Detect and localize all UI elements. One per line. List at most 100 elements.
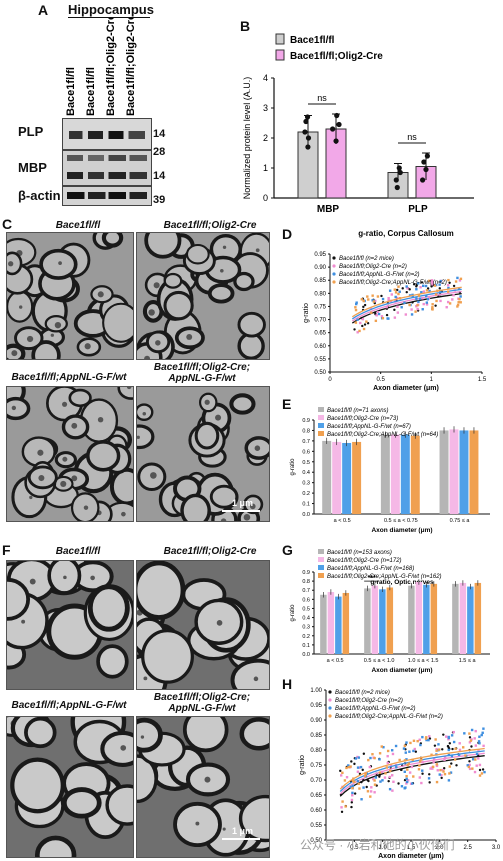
bars-sig-label: *** — [368, 575, 376, 582]
bars-legend-swatch — [318, 557, 324, 562]
bars-bar — [379, 589, 386, 654]
actin-label: β-actin — [18, 188, 61, 203]
scatter-ytick-label: 0.75 — [310, 763, 322, 769]
axon — [109, 467, 133, 506]
f-caption-2: Bace1fl/fl;Olig2-Cre — [163, 546, 257, 557]
scatter-point — [448, 302, 452, 305]
organelle — [38, 475, 45, 482]
scatter-point — [430, 279, 434, 282]
scatter-point — [441, 748, 444, 751]
scatter-ytick-label: 0.50 — [310, 838, 322, 844]
scatter-point — [457, 287, 461, 290]
scatter-point — [386, 761, 389, 765]
scatter-point — [447, 735, 450, 739]
scale-bar-c-label: 1 μm — [232, 498, 254, 508]
scatter-xlabel: Axon diameter (μm) — [373, 385, 439, 392]
bars-ytick-label: 0.6 — [302, 449, 310, 455]
scatter-point — [451, 298, 454, 301]
b-point — [303, 118, 309, 125]
scatter-point — [468, 736, 472, 739]
scatter-point — [462, 746, 465, 749]
organelle — [148, 309, 155, 316]
scatter-point — [353, 762, 356, 766]
scatter-point — [442, 767, 446, 770]
bars-ytick-label: 0.7 — [302, 439, 310, 445]
scatter-point — [419, 286, 422, 289]
watermark-text: 公众号 · 小岩和他的小伙伴们 — [300, 838, 455, 852]
em-c3 — [6, 386, 134, 522]
scatter-point — [407, 762, 411, 765]
marker-39: 39 — [153, 194, 166, 206]
scatter-fit-line — [339, 750, 485, 792]
scatter-xtick-label: 0.5 — [376, 377, 385, 383]
scatter-xlabel: Axon diameter (μm) — [378, 853, 444, 860]
scatter-point — [398, 290, 401, 293]
scatter-point — [400, 306, 403, 309]
organelle — [26, 335, 34, 343]
axon — [144, 233, 182, 259]
scatter-point — [366, 295, 369, 298]
scatter-point — [466, 764, 469, 767]
scatter-point — [359, 765, 363, 769]
organelle — [140, 735, 145, 739]
organelle — [121, 511, 126, 517]
organelle — [62, 456, 68, 462]
scatter-point — [448, 281, 451, 285]
scatter-point — [408, 303, 411, 307]
bars-xtick-label: 0.5 ≤ a < 1.0 — [364, 658, 395, 664]
scatter-ytick-label: 0.85 — [314, 278, 326, 284]
scatter-point — [345, 766, 348, 770]
organelle — [29, 578, 36, 585]
scatter-point — [439, 279, 442, 283]
scatter-point — [452, 730, 455, 734]
scatter-point — [397, 782, 400, 785]
scatter-point — [431, 303, 434, 306]
axon — [101, 233, 124, 248]
organelle — [243, 514, 251, 521]
scatter-point — [428, 781, 431, 784]
scatter-point — [416, 303, 419, 307]
axon — [39, 248, 78, 280]
b-point — [424, 153, 430, 159]
scatter-point — [388, 289, 392, 292]
scatter-point — [434, 304, 437, 307]
b-point — [304, 114, 311, 120]
scatter-point — [412, 739, 416, 743]
bars-ytick-label: 0.9 — [302, 418, 310, 424]
scatter-point — [404, 313, 408, 316]
scatter-legend-marker — [328, 690, 332, 694]
axon — [137, 717, 163, 753]
scatter-legend-label: Bace1fl/fl;Olig2-Cre (n=2) — [339, 264, 407, 270]
bars-bar — [390, 434, 400, 514]
scatter-point — [473, 737, 476, 740]
scatter-legend-marker — [332, 256, 336, 260]
scatter-point — [434, 738, 437, 741]
scatter-point — [478, 735, 481, 738]
scatter-point — [430, 280, 434, 284]
scatter-point — [418, 738, 421, 741]
scatter-point — [445, 735, 448, 738]
scatter-point — [390, 293, 394, 296]
bars-bar — [408, 585, 415, 654]
organelle — [222, 245, 227, 249]
em-texture — [137, 717, 269, 857]
c-caption-1: Bace1fl/fl — [55, 220, 101, 231]
scatter-point — [451, 747, 454, 751]
scatter-point — [409, 741, 412, 745]
scatter-point — [371, 299, 374, 302]
scatter-xtick-label: 0.5 — [350, 845, 359, 851]
axon — [10, 757, 65, 814]
scatter-point — [469, 739, 473, 742]
scatter-point — [420, 291, 423, 294]
scatter-point — [458, 742, 461, 745]
scatter-point — [470, 738, 473, 741]
bars-legend-label: Bace1fl/fl;AppNL-G-F/wt (n=67) — [327, 424, 411, 430]
organelle — [97, 416, 104, 423]
organelle — [215, 414, 222, 421]
scatter-point — [481, 768, 485, 771]
b-point — [302, 129, 308, 135]
scatter-point — [425, 736, 428, 739]
axon — [180, 493, 211, 521]
b-point — [421, 159, 427, 165]
scatter-point — [354, 306, 357, 309]
